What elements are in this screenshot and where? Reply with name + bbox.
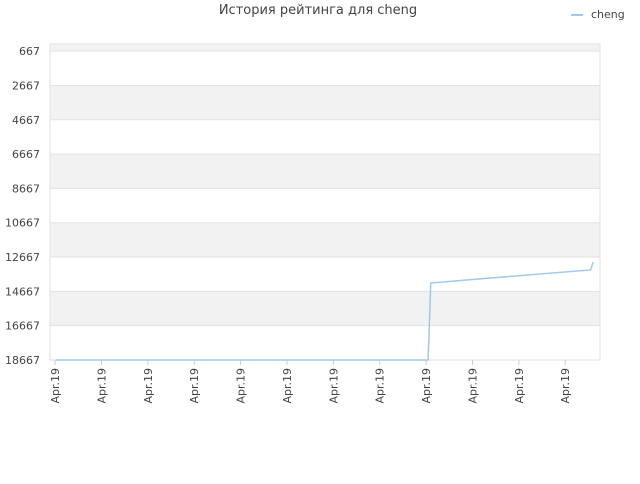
y-tick-label: 12667 [5,251,40,264]
series-line [56,261,594,361]
legend-label: cheng [591,8,625,21]
x-tick-label: Apr.19 [188,368,201,404]
x-tick-label: Apr.19 [559,368,572,404]
x-tick-label: Apr.19 [235,368,248,404]
grid-band [50,85,600,120]
y-tick-label: 10667 [5,217,40,230]
x-tick-label: Apr.19 [95,368,108,404]
grid-band [50,44,600,52]
y-tick-label: 8667 [12,182,40,195]
x-tick-label: Apr.19 [513,368,526,404]
grid-band [50,222,600,258]
grid-band [50,154,600,189]
y-tick-label: 16667 [5,320,40,333]
y-tick-label: 18667 [5,354,40,367]
y-tick-label: 667 [19,45,40,58]
x-tick-label: Apr.19 [374,368,387,404]
chart-title: История рейтинга для cheng [219,3,417,18]
y-tick-label: 4667 [12,114,40,127]
y-tick-label: 6667 [12,148,40,161]
x-tick-label: Apr.19 [142,368,155,404]
x-tick-label: Apr.19 [420,368,433,404]
x-tick-label: Apr.19 [466,368,479,404]
x-tick-label: Apr.19 [327,368,340,404]
y-tick-label: 14667 [5,285,40,298]
y-tick-label: 2667 [12,79,40,92]
x-tick-label: Apr.19 [49,368,62,404]
grid-band [50,291,600,326]
x-tick-label: Apr.19 [281,368,294,404]
